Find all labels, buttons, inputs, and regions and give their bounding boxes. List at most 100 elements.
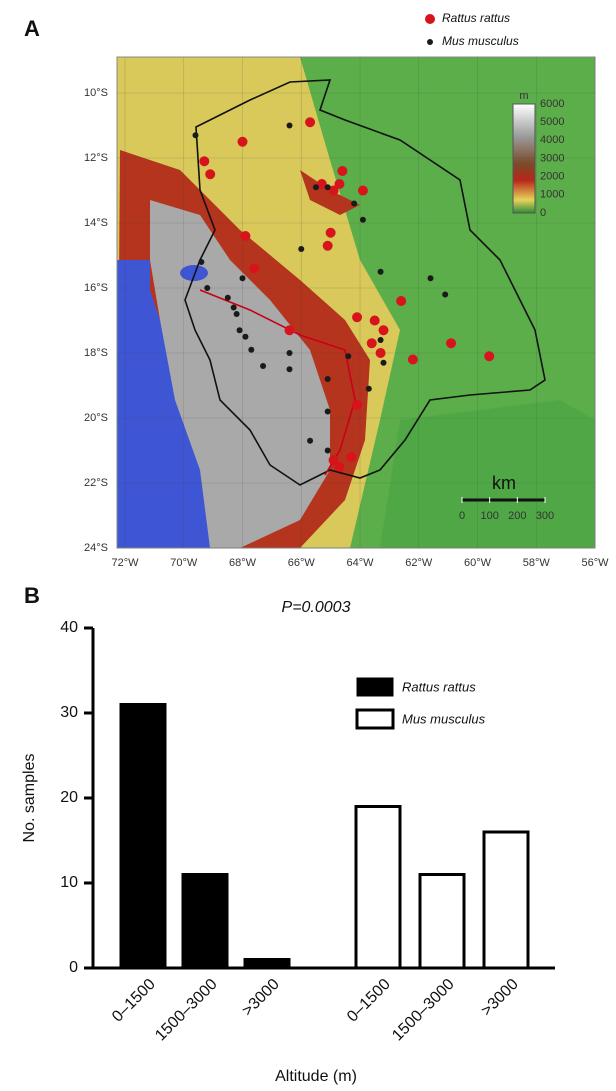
map-point <box>376 348 386 358</box>
x-tick-label: 66°W <box>288 557 316 569</box>
y-tick-label: 18°S <box>84 347 108 359</box>
map-point <box>240 275 246 281</box>
map-point <box>198 259 204 265</box>
chart-subtitle: P=0.0003 <box>282 599 351 616</box>
y-tick-label: 22°S <box>84 477 108 489</box>
legend-label: Rattus rattus <box>442 11 510 25</box>
x-tick-label: 56°W <box>581 557 609 569</box>
y-tick-label: 20 <box>60 789 78 806</box>
legend-label: Mus musculus <box>402 711 486 726</box>
map-point <box>446 338 456 348</box>
scale-tick-label: 200 <box>508 510 526 522</box>
map-point <box>225 295 231 301</box>
map-point <box>287 366 293 372</box>
map-point <box>428 275 434 281</box>
map-point <box>396 296 406 306</box>
map-point <box>237 327 243 333</box>
map-point <box>325 184 331 190</box>
map-point <box>378 269 384 275</box>
y-tick-label: 40 <box>60 619 78 636</box>
colorbar-tick-label: 6000 <box>540 98 564 110</box>
map-point <box>334 462 344 472</box>
bar <box>245 960 289 969</box>
figure: A m km Rattus rattus Mus musculus B P=0.… <box>0 0 616 1091</box>
legend-marker <box>425 14 435 24</box>
map-point <box>378 337 384 343</box>
map-point <box>199 156 209 166</box>
panel-label: A <box>24 16 40 41</box>
x-tick-label: 58°W <box>523 557 551 569</box>
map-point <box>351 201 357 207</box>
scale-tick-label: 300 <box>536 510 554 522</box>
x-tick-label: 0–1500 <box>109 976 159 1026</box>
scale-tick-label: 0 <box>459 510 465 522</box>
map-point <box>484 351 494 361</box>
map-point <box>287 350 293 356</box>
y-tick-label: 24°S <box>84 542 108 554</box>
map-point <box>242 334 248 340</box>
y-tick-label: 0 <box>69 959 78 976</box>
colorbar-tick-label: 3000 <box>540 152 564 164</box>
map-point <box>231 305 237 311</box>
map-point <box>298 246 304 252</box>
map-point <box>325 376 331 382</box>
map-point <box>345 353 351 359</box>
map-point <box>287 123 293 129</box>
colorbar-unit: m <box>519 90 528 102</box>
map-point <box>240 231 250 241</box>
colorbar-tick-label: 0 <box>540 207 546 219</box>
map-point <box>307 438 313 444</box>
map-point <box>285 325 295 335</box>
x-tick-label: 64°W <box>346 557 374 569</box>
x-tick-label: 60°W <box>464 557 492 569</box>
x-tick-label: 62°W <box>405 557 433 569</box>
y-tick-label: 20°S <box>84 412 108 424</box>
bar <box>420 875 464 969</box>
bar <box>484 832 528 968</box>
y-tick-label: 16°S <box>84 282 108 294</box>
map-point <box>238 137 248 147</box>
scale-tick-label: 100 <box>480 510 498 522</box>
x-tick-label: 72°W <box>111 557 139 569</box>
map-point <box>367 338 377 348</box>
map-point <box>325 409 331 415</box>
page: A m km Rattus rattus Mus musculus B P=0.… <box>0 0 616 1091</box>
x-axis-label: Altitude (m) <box>275 1068 357 1085</box>
legend-label: Mus musculus <box>442 34 519 48</box>
legend-marker <box>427 39 433 45</box>
map-point <box>249 264 259 274</box>
map-point <box>408 355 418 365</box>
map-point <box>337 166 347 176</box>
map-point <box>234 311 240 317</box>
colorbar <box>513 104 535 213</box>
map-point <box>366 386 372 392</box>
y-tick-label: 12°S <box>84 152 108 164</box>
map-point <box>313 184 319 190</box>
map-point <box>193 132 199 138</box>
map-point <box>325 448 331 454</box>
map-point <box>346 452 356 462</box>
map-point <box>352 400 362 410</box>
legend-swatch <box>357 710 393 728</box>
x-tick-label: 1500–3000 <box>389 976 458 1045</box>
map-point <box>360 217 366 223</box>
y-axis-label: No. samples <box>21 754 38 843</box>
legend-label: Rattus rattus <box>402 679 476 694</box>
map-point <box>352 312 362 322</box>
map-point <box>305 117 315 127</box>
bar <box>183 875 227 969</box>
x-tick-label: 0–1500 <box>344 976 394 1026</box>
map-point <box>260 363 266 369</box>
map-point <box>204 285 210 291</box>
x-tick-label: 68°W <box>229 557 257 569</box>
map-point <box>323 241 333 251</box>
map-point <box>381 360 387 366</box>
panel-label: B <box>24 583 40 608</box>
colorbar-tick-label: 2000 <box>540 171 564 183</box>
map-point <box>334 179 344 189</box>
x-tick-label: 70°W <box>170 557 198 569</box>
bar <box>121 705 165 969</box>
y-tick-label: 10 <box>60 874 78 891</box>
map-point <box>370 316 380 326</box>
bar <box>356 807 400 969</box>
